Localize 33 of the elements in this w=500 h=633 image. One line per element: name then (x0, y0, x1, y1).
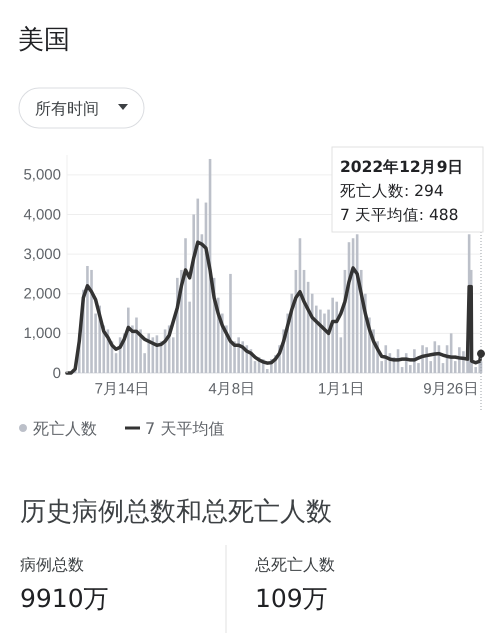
bar (196, 198, 200, 373)
y-tick-label: 1,000 (23, 325, 61, 342)
bar (229, 274, 232, 373)
bar (323, 314, 326, 373)
y-tick-label: 2,000 (23, 286, 61, 303)
y-tick-label: 5,000 (23, 166, 61, 184)
bar (135, 318, 138, 373)
annotation: 7 天平均值: 488 (340, 206, 459, 224)
text: 9910万 (20, 584, 109, 613)
legend-label: 7 天平均值 (145, 419, 224, 438)
bar (480, 361, 482, 373)
y-tick-label: 4,000 (23, 206, 61, 224)
chart-title: 美国 (18, 25, 70, 55)
annotation: 2022年12月9日 (340, 158, 464, 176)
x-tick-label: 4月8日 (208, 380, 256, 398)
bar (208, 158, 212, 373)
y-tick-label: 0 (52, 364, 61, 382)
bar (352, 238, 354, 373)
x-tick-label: 7月14日 (94, 380, 150, 398)
text: 总死亡人数 (254, 555, 335, 574)
y-tick-label: 3,000 (23, 246, 61, 263)
x-tick-label: 1月1日 (318, 380, 365, 398)
text: 病例总数 (20, 555, 84, 574)
x-tick-label: 9月26日 (423, 380, 478, 398)
text: 109万 (255, 584, 328, 613)
text: 历史病例总数和总死亡人数 (20, 497, 332, 527)
bar (90, 270, 93, 373)
bar (298, 238, 302, 373)
bar (184, 238, 187, 373)
chart-subtitle: 所有时间 (35, 99, 99, 118)
legend-label: 死亡人数 (33, 419, 97, 438)
annotation: 死亡人数: 294 (340, 182, 444, 200)
dropdown-button: 所有时间 (18, 88, 144, 128)
